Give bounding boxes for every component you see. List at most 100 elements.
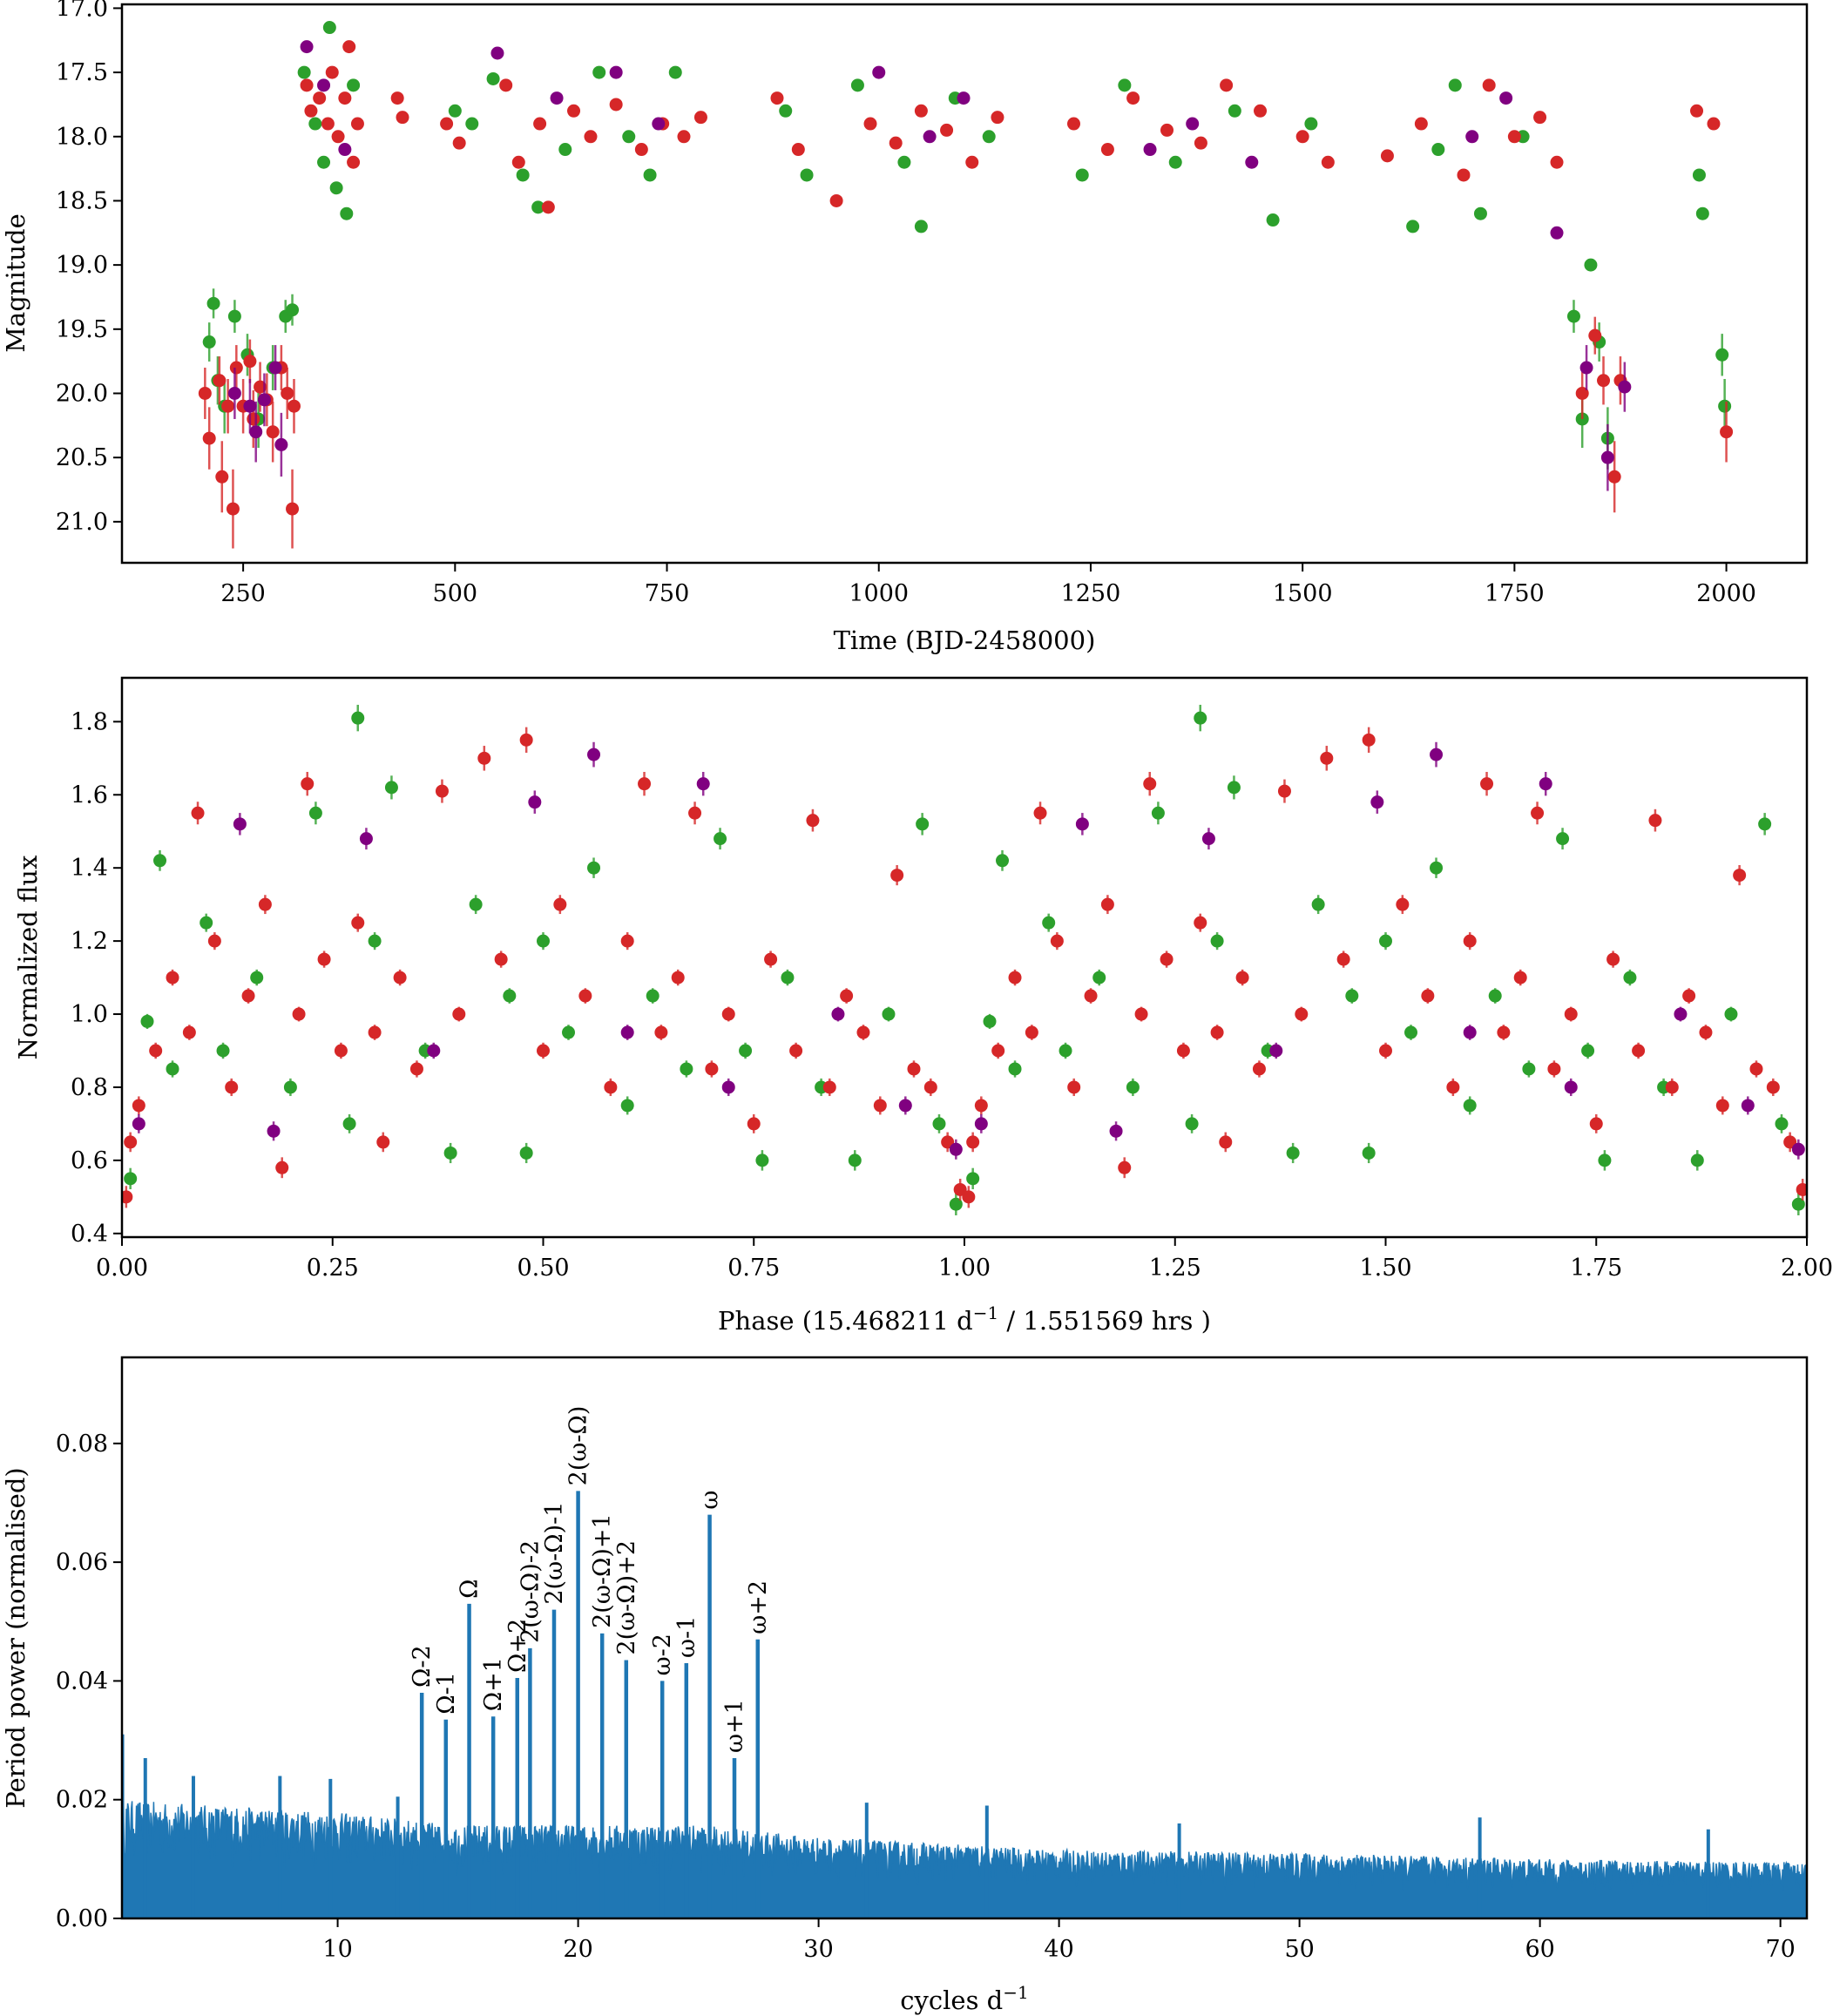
data-point [486, 71, 500, 85]
data-point [384, 781, 398, 795]
x-tick-label: 1.25 [1149, 1255, 1201, 1282]
y-tick-label: 18.5 [56, 187, 108, 214]
data-point [448, 104, 462, 118]
data-point [643, 168, 657, 182]
data-point [822, 1080, 836, 1094]
data-point [1749, 1062, 1763, 1076]
data-point [1584, 258, 1598, 272]
data-point [1269, 1044, 1283, 1058]
data-point [1507, 130, 1521, 144]
data-point [1665, 1080, 1679, 1094]
data-point [511, 155, 525, 169]
data-point [680, 1062, 693, 1076]
data-point [452, 1007, 466, 1021]
data-point [207, 934, 221, 948]
data-point [268, 361, 282, 375]
x-axis-label: cycles d−1 [900, 1982, 1028, 2015]
y-tick-label: 0.00 [56, 1905, 108, 1932]
data-point [622, 130, 636, 144]
y-tick-label: 1.6 [71, 781, 108, 808]
data-point [376, 1135, 390, 1149]
data-point [325, 65, 339, 79]
data-point [1775, 1117, 1789, 1131]
data-point [226, 502, 240, 516]
data-point [1245, 155, 1259, 169]
data-point [215, 470, 229, 484]
data-point [1092, 971, 1106, 984]
data-point [957, 91, 971, 105]
data-point [1059, 1044, 1072, 1058]
data-point [1488, 989, 1502, 1003]
series-r [198, 40, 1734, 549]
data-point [1252, 1062, 1266, 1076]
data-point [1463, 934, 1477, 948]
data-point [1550, 155, 1564, 169]
data-point [941, 1135, 955, 1149]
data-point [124, 1135, 138, 1149]
data-point [247, 412, 260, 426]
data-point [1379, 934, 1392, 948]
data-point [996, 854, 1010, 868]
data-point [191, 806, 205, 820]
peak-label: Ω-1 [433, 1672, 460, 1715]
data-point [1674, 1007, 1688, 1021]
data-point [1791, 1142, 1805, 1156]
data-point [233, 817, 247, 831]
data-point [940, 123, 954, 137]
data-point [1168, 155, 1182, 169]
series-g [202, 21, 1732, 470]
data-point [1482, 78, 1496, 92]
data-point [182, 1025, 196, 1039]
x-tick-label: 60 [1525, 1936, 1554, 1963]
data-point [562, 1025, 576, 1039]
x-tick-label: 0.25 [307, 1255, 359, 1282]
data-point [1463, 1025, 1477, 1039]
data-point [873, 1099, 887, 1113]
data-point [490, 46, 504, 60]
data-point [229, 361, 243, 375]
x-axis-label-tail: / 1.551569 hrs ) [998, 1306, 1211, 1336]
data-point [1186, 117, 1200, 131]
x-tick-label: 500 [433, 580, 478, 607]
data-point [329, 181, 343, 195]
data-point [620, 1025, 634, 1039]
data-point [351, 916, 365, 930]
data-point [553, 897, 567, 911]
y-tick-label: 0.4 [71, 1221, 108, 1248]
x-tick-label: 70 [1765, 1936, 1795, 1963]
data-point [953, 1182, 967, 1196]
peak-label: Ω [457, 1579, 484, 1598]
x-tick-label: 750 [645, 580, 690, 607]
data-point [227, 309, 241, 323]
data-point [347, 78, 361, 92]
data-point [856, 1025, 870, 1039]
data-point [249, 425, 263, 439]
y-axis-label: Magnitude [1, 213, 30, 353]
data-point [140, 1014, 154, 1028]
y-tick-label: 17.0 [56, 0, 108, 22]
x-tick-label: 1.50 [1359, 1255, 1411, 1282]
data-point [331, 130, 345, 144]
data-point [1547, 1062, 1561, 1076]
data-point [587, 748, 601, 761]
x-axis-label-superscript: −1 [1003, 1982, 1028, 2003]
data-point [634, 143, 648, 157]
data-point [1160, 952, 1174, 966]
data-point [258, 897, 272, 911]
data-point [848, 1153, 862, 1167]
data-point [132, 1099, 145, 1113]
data-point [1210, 1025, 1224, 1039]
data-point [668, 65, 682, 79]
data-point [322, 21, 336, 35]
x-axis-label: Phase (15.468211 d−1 / 1.551569 hrs ) [718, 1302, 1211, 1336]
data-point [1607, 470, 1621, 484]
y-tick-label: 19.5 [56, 316, 108, 343]
data-point [1143, 777, 1157, 791]
x-tick-label: 1.75 [1570, 1255, 1622, 1282]
data-point [1075, 817, 1089, 831]
data-point [781, 971, 795, 984]
data-point [1194, 136, 1207, 150]
data-point [1566, 309, 1580, 323]
x-axis-label: Time (BJD-2458000) [834, 626, 1096, 655]
x-tick-label: 1500 [1273, 580, 1333, 607]
